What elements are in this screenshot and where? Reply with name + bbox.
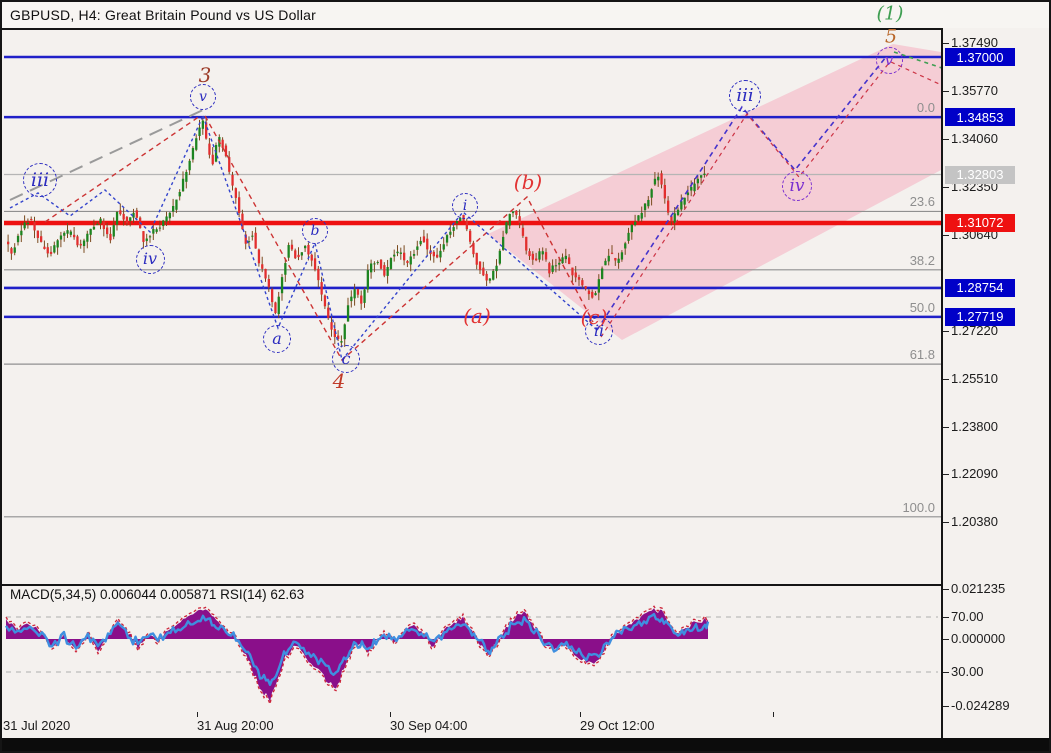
- panel-divider[interactable]: [2, 584, 1049, 586]
- axis-tick: [943, 139, 949, 141]
- price-tick-label: 1.34060: [951, 131, 998, 147]
- price-tick-label: 1.27220: [951, 322, 998, 338]
- axis-tick: [943, 330, 949, 332]
- bottom-scroll-bar[interactable]: [2, 738, 1049, 751]
- axis-tick: [943, 672, 949, 673]
- axis-tick: [943, 639, 949, 640]
- time-tick-label: 30 Sep 04:00: [390, 718, 468, 733]
- time-axis-tick: [773, 712, 774, 717]
- wave-projection-line: [9, 115, 204, 234]
- macd-area: [6, 608, 708, 702]
- axis-tick: [943, 378, 949, 380]
- chart-title-bar: GBPUSD, H4: Great Britain Pound vs US Do…: [2, 2, 1049, 30]
- indicator-scale-label: -0.024289: [951, 698, 1010, 713]
- indicator-scale-label: 0.021235: [951, 581, 1006, 596]
- price-tick-label: 1.37490: [951, 35, 998, 51]
- axis-tick: [943, 706, 949, 707]
- axis-tick: [943, 474, 949, 476]
- chart-title: GBPUSD, H4: Great Britain Pound vs US Do…: [10, 7, 317, 23]
- wave-projection-line: [600, 62, 890, 338]
- wave-projection-line: [44, 115, 201, 223]
- wave-projection-line: [202, 115, 598, 362]
- time-tick-label: 31 Aug 20:00: [197, 718, 274, 733]
- price-badge: 1.27719: [945, 307, 1015, 326]
- price-badge: 1.32803: [945, 165, 1015, 184]
- indicator-label: MACD(5,34,5) 0.006044 0.005871 RSI(14) 6…: [10, 587, 305, 602]
- axis-tick: [943, 43, 949, 45]
- time-axis-tick: [197, 712, 198, 717]
- price-chart-canvas[interactable]: [4, 28, 941, 585]
- axis-tick: [943, 426, 949, 428]
- wave-projection-line: [204, 115, 594, 362]
- axis-tick: [943, 522, 949, 524]
- wave-projection-line: [893, 51, 941, 69]
- time-axis[interactable]: 31 Jul 2020 31 Aug 20:00 30 Sep 04:00 29 Oc…: [2, 712, 941, 738]
- price-tick-label: 1.23800: [951, 418, 998, 434]
- price-tick-label: 1.35770: [951, 83, 998, 99]
- price-tick-label: 1.20380: [951, 514, 998, 530]
- macd-signal-line: [5, 605, 709, 707]
- trend-channel-band: [488, 44, 941, 340]
- time-axis-tick: [580, 712, 581, 717]
- indicator-scale-label: 30.00: [951, 664, 984, 679]
- rsi-line: [4, 612, 710, 686]
- axis-tick: [943, 235, 949, 237]
- price-badge: 1.34853: [945, 108, 1015, 127]
- indicator-scale-label: 0.000000: [951, 631, 1006, 646]
- axis-tick: [943, 617, 949, 618]
- wave-projection-line: [9, 109, 204, 201]
- axis-tick: [943, 589, 949, 590]
- price-badge: 1.31072: [945, 213, 1015, 232]
- price-badge: 1.28754: [945, 278, 1015, 297]
- price-tick-label: 1.22090: [951, 466, 998, 482]
- time-tick-label: 29 Oct 12:00: [580, 718, 655, 733]
- axis-tick: [943, 187, 949, 189]
- time-tick-label: 31 Jul 2020: [3, 718, 71, 733]
- wave-projection-line: [890, 61, 941, 86]
- time-axis-tick: [390, 712, 391, 717]
- axis-tick: [943, 91, 949, 93]
- wave-projection-line: [596, 56, 887, 331]
- candlestick-series: [7, 116, 706, 348]
- price-axis[interactable]: 1.37490 1.35770 1.34060 1.32350 1.30640 1.272…: [941, 28, 1049, 738]
- price-tick-label: 1.25510: [951, 370, 998, 386]
- indicator-scale-label: 70.00: [951, 609, 984, 624]
- price-badge: 1.37000: [945, 48, 1015, 66]
- indicator-panel-canvas[interactable]: [4, 586, 941, 712]
